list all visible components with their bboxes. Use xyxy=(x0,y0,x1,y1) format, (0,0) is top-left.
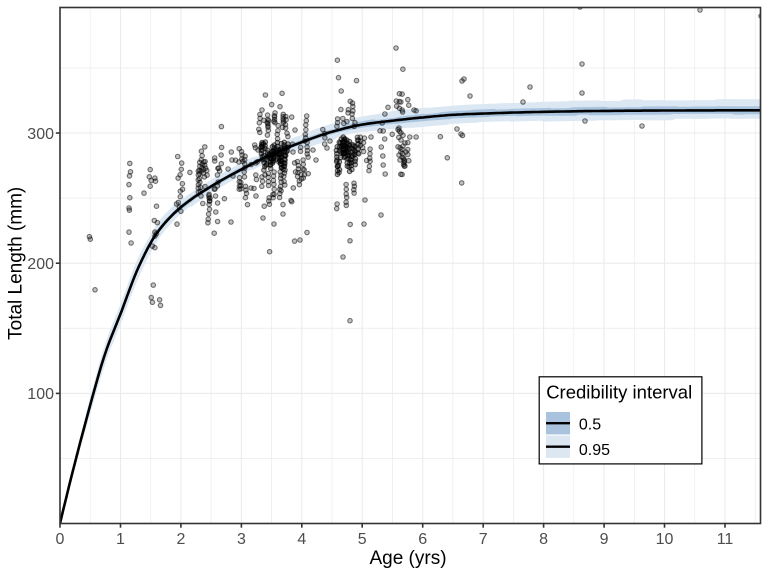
svg-text:5: 5 xyxy=(358,531,367,548)
svg-text:300: 300 xyxy=(27,126,54,143)
svg-text:10: 10 xyxy=(656,531,674,548)
svg-text:2: 2 xyxy=(176,531,185,548)
svg-text:11: 11 xyxy=(717,531,734,548)
svg-text:8: 8 xyxy=(539,531,548,548)
svg-text:0: 0 xyxy=(56,531,65,548)
svg-text:4: 4 xyxy=(297,531,306,548)
svg-text:9: 9 xyxy=(600,531,609,548)
svg-text:6: 6 xyxy=(418,531,427,548)
svg-text:200: 200 xyxy=(27,256,54,273)
svg-text:0.95: 0.95 xyxy=(579,442,610,459)
svg-text:100: 100 xyxy=(27,386,54,403)
svg-text:Credibility interval: Credibility interval xyxy=(546,381,692,402)
svg-text:3: 3 xyxy=(237,531,246,548)
svg-text:1: 1 xyxy=(116,531,125,548)
svg-text:Age (yrs): Age (yrs) xyxy=(369,548,446,569)
svg-text:Total Length (mm): Total Length (mm) xyxy=(6,187,27,340)
svg-text:7: 7 xyxy=(479,531,488,548)
svg-text:0.5: 0.5 xyxy=(579,417,601,434)
